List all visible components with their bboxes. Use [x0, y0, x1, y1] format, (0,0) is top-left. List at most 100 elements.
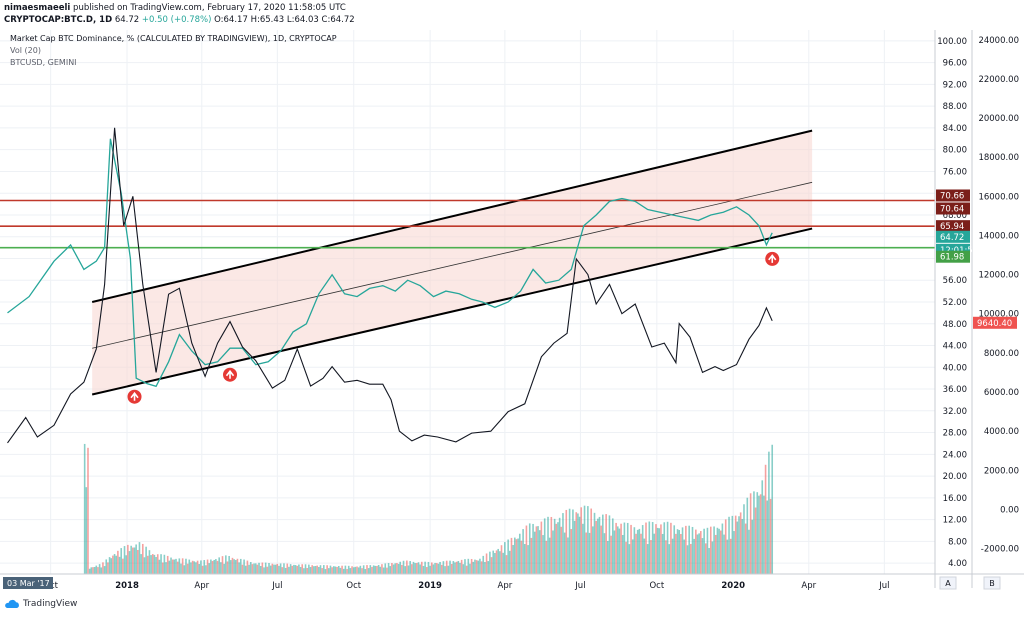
volume-bar [115, 555, 118, 574]
channel-lower-line[interactable] [91, 227, 813, 396]
volume-bar [489, 551, 491, 574]
volume-bar [716, 527, 719, 574]
volume-bar [658, 528, 661, 574]
volume-bar [618, 528, 621, 574]
volume-bar [118, 556, 121, 574]
symbol-label[interactable]: CRYPTOCAP:BTC.D, 1D [4, 15, 113, 25]
volume-bar [593, 512, 596, 574]
left-tick-label: 100.00 [937, 37, 967, 47]
volume-bar [754, 507, 757, 574]
volume-bar [469, 563, 471, 574]
volume-bar [688, 525, 690, 574]
left-tick-label: 28.00 [943, 429, 967, 439]
volume-bar [648, 521, 651, 574]
volume-bar [329, 565, 332, 574]
volume-bar [143, 557, 146, 574]
right-tick-label: 8000.00 [984, 349, 1019, 359]
volume-bar [592, 526, 594, 574]
tradingview-logo[interactable]: TradingView [4, 599, 77, 609]
volume-bar [261, 562, 264, 574]
volume-bar [678, 530, 681, 574]
legend-volume[interactable]: Vol (20) [10, 46, 41, 55]
right-price-scale[interactable]: 24000.00 22000.00 20000.00 18000.00 16000.00… [978, 36, 1019, 555]
volume-bar [160, 554, 162, 574]
volume-bar [621, 534, 624, 574]
volume-bar [630, 524, 632, 574]
volume-bar [533, 531, 536, 574]
volume-bar [341, 565, 343, 574]
left-tick-label: 52.00 [943, 298, 967, 308]
auto-scale-button-bg [939, 576, 957, 590]
volume-bar [113, 554, 116, 574]
volume-bar [595, 520, 597, 574]
volume-bar [215, 559, 217, 574]
volume-bar [339, 567, 342, 574]
volume-bar [327, 568, 330, 574]
open-label: O: [214, 15, 224, 25]
left-tick-label: 88.00 [943, 102, 967, 112]
btc-dominance-line[interactable] [7, 138, 773, 388]
volume-bar [278, 565, 280, 574]
volume-bar [196, 560, 199, 574]
volume-bar [88, 568, 91, 574]
volume-bar [208, 563, 211, 574]
volume-bar [190, 562, 192, 574]
up-arrow-marker-icon [223, 367, 238, 382]
right-tick-label: 22000.00 [978, 75, 1019, 85]
author-name[interactable]: nimaesmaeeli [4, 3, 71, 13]
volume-bar [281, 567, 284, 574]
time-axis[interactable]: Oct2018AprJulOct2019AprJulOct2020AprJul [43, 581, 889, 591]
volume-bar [92, 567, 94, 574]
volume-bar [386, 567, 388, 574]
volume-bar [517, 538, 519, 574]
volume-bar [558, 517, 561, 574]
volume-bar [429, 565, 431, 574]
volume-bar [359, 565, 362, 574]
legend-btcusd[interactable]: BTCUSD, GEMINI [10, 58, 77, 67]
volume-bar [761, 480, 764, 574]
btcusd-line[interactable] [7, 127, 773, 444]
channel-middle-line[interactable] [92, 181, 813, 349]
volume-bar [417, 562, 420, 574]
volume-bar [347, 565, 350, 574]
volume-bar [502, 552, 504, 574]
left-price-scale[interactable]: 100.0096.0092.0088.0084.0080.0076.0072.0… [937, 37, 967, 569]
volume-bar [631, 539, 634, 574]
b-scale-button[interactable]: B [983, 576, 1001, 590]
volume-bar [467, 558, 470, 574]
volume-bar [176, 561, 179, 574]
volume-bar [641, 525, 644, 574]
volume-bar [213, 559, 216, 574]
volume-bar [577, 513, 579, 574]
close-value: 64.72 [330, 15, 355, 25]
volume-bar [480, 561, 483, 574]
right-tick-label: 24000.00 [978, 36, 1019, 46]
left-tick-label: 92.00 [943, 80, 967, 90]
right-tick-label: 20000.00 [978, 114, 1019, 124]
volume-bar [381, 564, 383, 574]
volume-bar [472, 561, 475, 574]
volume-bar [366, 565, 368, 574]
time-tick-label: Jul [271, 581, 282, 591]
volume-bar [203, 560, 206, 574]
channel-upper-line[interactable] [91, 129, 813, 303]
auto-scale-button[interactable]: A [939, 576, 957, 590]
volume-bar [105, 559, 108, 574]
volume-bar [210, 559, 212, 574]
price-label-bg [936, 220, 970, 233]
volume-bar [206, 559, 209, 574]
volume-bar [128, 551, 131, 574]
legend-main-series[interactable]: Market Cap BTC Dominance, % (CALCULATED … [10, 34, 337, 43]
volume-bar [288, 566, 290, 574]
volume-bar [186, 563, 189, 574]
volume-bar [376, 565, 378, 574]
volume-bar [407, 565, 410, 574]
time-tick-label: Oct [649, 581, 664, 591]
right-tick-label: -2000.00 [981, 545, 1019, 555]
price-label-text: 65.94 [940, 222, 964, 232]
volume-bar [411, 564, 413, 574]
time-tick-label: 2020 [721, 581, 745, 591]
volume-bar [479, 558, 481, 574]
volume-bar [620, 523, 622, 574]
